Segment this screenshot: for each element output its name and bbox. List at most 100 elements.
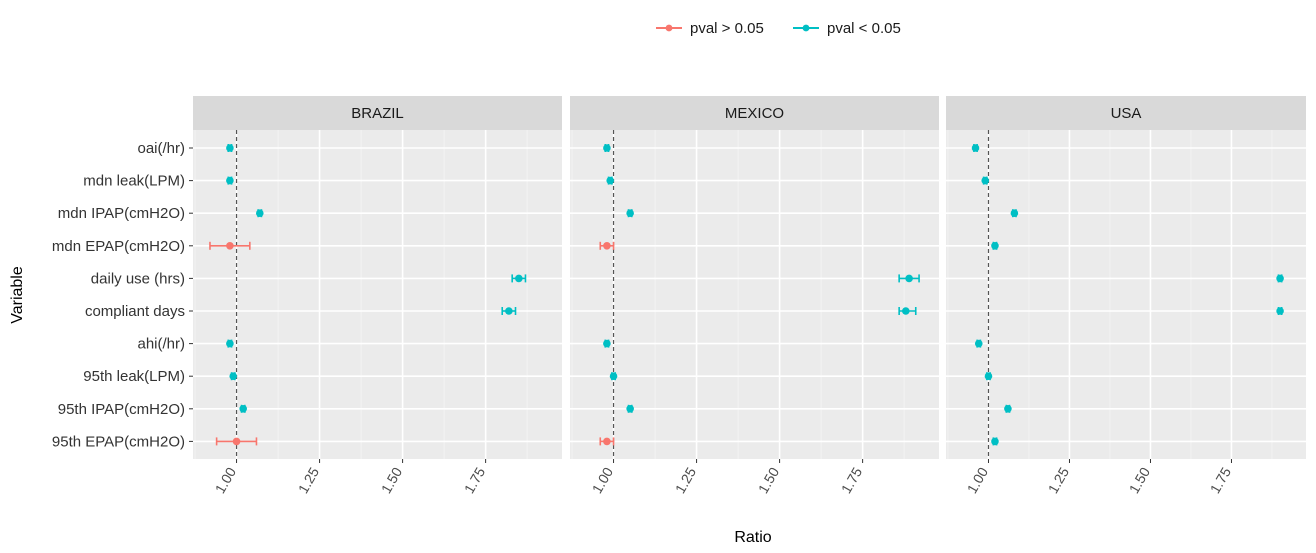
- x-tick-label: 1.75: [838, 464, 866, 496]
- y-tick-label: 95th leak(LPM): [83, 368, 185, 385]
- data-point: [603, 437, 611, 446]
- data-point: [984, 372, 993, 381]
- facet-strip-label: MEXICO: [725, 105, 784, 122]
- y-tick-label: daily use (hrs): [91, 270, 185, 287]
- y-axis-labels: oai(/hr) mdn leak(LPM) mdn IPAP(cmH2O) mdn …: [52, 140, 193, 450]
- facet-panel-mexico: MEXICO 1.00 1.25 1.50 1.75: [570, 96, 939, 496]
- y-tick-label: compliant days: [85, 303, 185, 320]
- data-point: [1010, 209, 1019, 217]
- data-point-group: [1276, 307, 1284, 315]
- data-point: [232, 437, 241, 446]
- legend-item: pval < 0.05: [793, 20, 901, 37]
- data-point: [603, 144, 611, 152]
- legend-label: pval < 0.05: [827, 20, 901, 37]
- data-point-group: [226, 144, 234, 152]
- data-point-group: [239, 404, 247, 413]
- data-point-group: [991, 437, 999, 446]
- data-point: [1276, 274, 1284, 283]
- data-point-group: [1004, 404, 1012, 413]
- x-tick-label: 1.00: [964, 464, 992, 496]
- y-tick-label: mdn IPAP(cmH2O): [58, 205, 185, 222]
- data-point: [626, 209, 634, 217]
- data-point: [226, 176, 234, 185]
- x-tick-label: 1.00: [589, 464, 617, 496]
- y-tick-label: 95th EPAP(cmH2O): [52, 433, 185, 450]
- data-point-group: [1276, 274, 1284, 283]
- legend-key-point: [665, 24, 673, 32]
- data-point-group: [229, 372, 238, 381]
- y-tick-label: mdn leak(LPM): [83, 173, 185, 190]
- data-point-group: [984, 372, 993, 381]
- data-point-group: [209, 241, 251, 250]
- x-tick-label: 1.50: [755, 464, 783, 496]
- data-point: [991, 437, 999, 446]
- data-point-group: [215, 437, 258, 446]
- facets: BRAZIL 1.00 1.25 1.50 1.75 MEXICO 1.00 1.25 1.50…: [193, 96, 1306, 496]
- data-point: [1004, 405, 1012, 413]
- y-tick-label: 95th IPAP(cmH2O): [58, 401, 185, 418]
- data-point-group: [255, 209, 264, 218]
- facet-strip: [570, 96, 939, 130]
- data-point: [226, 339, 234, 348]
- legend-item: pval > 0.05: [656, 20, 764, 37]
- x-tick-label: 1.50: [378, 464, 406, 496]
- legend-key-point: [802, 24, 810, 32]
- x-tick-label: 1.25: [1045, 464, 1073, 496]
- data-point-group: [226, 176, 234, 185]
- data-point-group: [898, 274, 920, 283]
- facet-panel-usa: USA 1.00 1.25 1.50 1.75: [946, 96, 1306, 496]
- data-point: [901, 307, 910, 315]
- data-point: [229, 372, 238, 381]
- x-tick-label: 1.50: [1126, 464, 1154, 496]
- x-tick-label: 1.75: [461, 464, 489, 496]
- data-point: [905, 274, 913, 283]
- data-point: [974, 339, 983, 348]
- data-point-group: [626, 404, 634, 413]
- legend: pval > 0.05 pval < 0.05: [656, 20, 901, 37]
- data-point-group: [991, 241, 999, 250]
- data-point-group: [226, 339, 234, 348]
- data-point: [603, 242, 611, 250]
- panel-background: [946, 130, 1306, 459]
- data-point-group: [511, 274, 527, 283]
- data-point-group: [981, 176, 990, 185]
- data-point-group: [1010, 209, 1019, 218]
- x-axis-title: Ratio: [734, 529, 771, 546]
- data-point-group: [603, 144, 611, 152]
- data-point: [505, 307, 513, 315]
- data-point: [239, 405, 247, 413]
- y-tick-label: oai(/hr): [137, 140, 185, 157]
- facet-strip-label: USA: [1111, 105, 1142, 122]
- y-tick-label: mdn EPAP(cmH2O): [52, 238, 185, 255]
- x-tick-label: 1.00: [212, 464, 240, 496]
- data-point: [603, 339, 611, 348]
- data-point: [255, 209, 264, 217]
- x-tick-label: 1.25: [295, 464, 323, 496]
- legend-label: pval > 0.05: [690, 20, 764, 37]
- data-point: [226, 242, 234, 250]
- facet-strip: [946, 96, 1306, 130]
- data-point: [515, 274, 523, 283]
- data-point-group: [626, 209, 634, 218]
- data-point-group: [898, 307, 917, 315]
- y-tick-label: ahi(/hr): [137, 336, 185, 353]
- data-point: [609, 372, 618, 381]
- data-point: [971, 144, 980, 152]
- data-point-group: [599, 437, 615, 446]
- facet-strip: [193, 96, 562, 130]
- y-axis-title: Variable: [9, 266, 26, 324]
- facet-strip-label: BRAZIL: [351, 105, 404, 122]
- data-point-group: [974, 339, 983, 348]
- data-point: [991, 242, 999, 250]
- data-point-group: [501, 307, 517, 315]
- panel-background: [570, 130, 939, 459]
- data-point: [226, 144, 234, 152]
- data-point-group: [606, 176, 615, 185]
- x-tick-label: 1.75: [1207, 464, 1235, 496]
- facet-panel-brazil: BRAZIL 1.00 1.25 1.50 1.75: [193, 96, 562, 496]
- data-point: [606, 176, 615, 185]
- data-point: [981, 176, 990, 185]
- x-tick-label: 1.25: [672, 464, 700, 496]
